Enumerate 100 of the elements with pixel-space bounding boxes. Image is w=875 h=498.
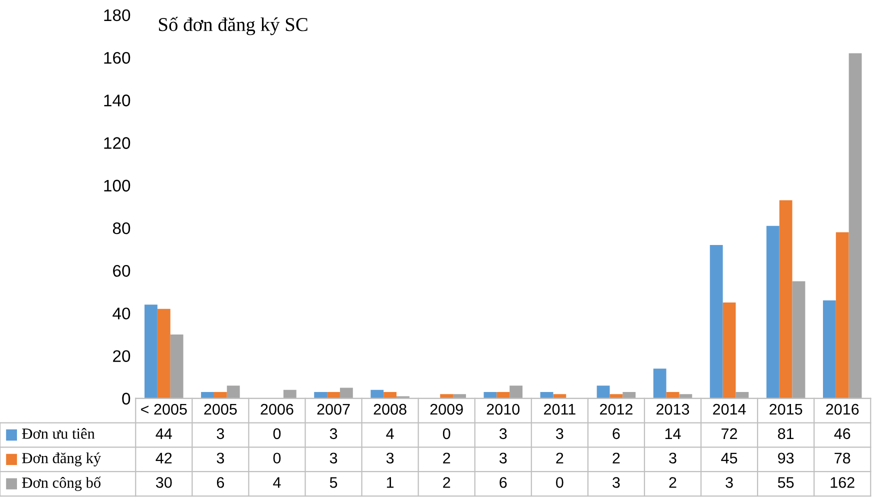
bar xyxy=(484,392,497,398)
data-label: 46 xyxy=(834,428,850,440)
bar xyxy=(722,302,736,398)
data-label: 0 xyxy=(273,452,281,464)
y-tick-label: 160 xyxy=(104,52,130,64)
bar xyxy=(836,232,849,398)
legend-label: Đơn công bố xyxy=(22,476,101,491)
data-label: 1 xyxy=(386,477,394,488)
y-tick-label: 180 xyxy=(104,9,130,22)
x-tick-label: < 2005 xyxy=(141,404,187,415)
y-tick-label: 120 xyxy=(104,137,130,149)
bar xyxy=(779,200,792,398)
data-label: 2 xyxy=(443,452,450,464)
data-label: 45 xyxy=(721,452,738,464)
x-tick-label: 2013 xyxy=(656,404,690,415)
data-label: 6 xyxy=(216,477,224,488)
bar xyxy=(736,392,749,398)
y-tick-label: 0 xyxy=(122,392,130,405)
bar xyxy=(226,386,240,398)
bar xyxy=(653,368,666,398)
data-label: 0 xyxy=(556,477,564,488)
x-tick-label: 2010 xyxy=(486,404,520,415)
data-label: 0 xyxy=(442,428,450,440)
x-tick-label: 2005 xyxy=(204,404,237,415)
data-label: 5 xyxy=(330,477,338,488)
bar xyxy=(340,388,353,398)
data-label: 2 xyxy=(612,452,620,464)
data-label: 55 xyxy=(778,477,794,488)
legend-label: Đơn ưu tiên xyxy=(22,428,95,439)
data-label: 3 xyxy=(556,428,564,440)
bar xyxy=(510,386,523,398)
bar xyxy=(496,392,510,398)
data-label: 3 xyxy=(669,452,676,464)
x-tick-label: 2015 xyxy=(770,404,802,415)
data-label: 3 xyxy=(216,452,224,464)
bar xyxy=(453,394,466,398)
bar xyxy=(540,392,554,398)
data-label: 3 xyxy=(216,428,224,440)
bar xyxy=(440,394,454,398)
data-label: 6 xyxy=(612,428,620,440)
x-tick-label: 2007 xyxy=(317,404,350,415)
y-tick-label: 40 xyxy=(112,308,130,320)
y-tick-label: 20 xyxy=(113,350,130,362)
data-label: 2 xyxy=(556,452,564,464)
bar xyxy=(157,308,170,398)
x-tick-label: 2008 xyxy=(374,404,406,415)
bar xyxy=(170,334,184,398)
data-label: 93 xyxy=(778,452,794,464)
data-label: 44 xyxy=(156,428,172,439)
data-label: 4 xyxy=(273,477,281,488)
x-tick-label: 2014 xyxy=(713,404,746,415)
data-label: 72 xyxy=(722,428,738,439)
data-label: 3 xyxy=(726,477,733,488)
bar xyxy=(283,390,296,398)
data-label: 2 xyxy=(443,477,450,488)
x-tick-label: 2006 xyxy=(260,404,294,415)
bar xyxy=(822,300,836,398)
bar xyxy=(679,394,692,398)
y-tick-label: 80 xyxy=(112,222,130,234)
y-tick-label: 140 xyxy=(104,94,130,106)
data-label: 162 xyxy=(830,477,854,488)
data-label: 6 xyxy=(500,477,507,488)
bar xyxy=(792,281,806,398)
data-label: 3 xyxy=(612,477,620,488)
data-label: 2 xyxy=(669,477,676,488)
x-tick-label: 2011 xyxy=(544,404,576,415)
data-label: 3 xyxy=(330,452,338,464)
data-label: 4 xyxy=(386,428,394,439)
data-label: 30 xyxy=(156,477,172,488)
data-label: 0 xyxy=(273,428,281,440)
x-tick-label: 2016 xyxy=(826,404,859,415)
bar xyxy=(610,394,623,398)
bar xyxy=(553,394,566,398)
data-label: 14 xyxy=(665,428,681,439)
bar xyxy=(327,392,340,398)
bar xyxy=(666,392,680,398)
y-tick-label: 100 xyxy=(104,180,130,192)
bar xyxy=(766,226,780,398)
chart-title: Số đơn đăng ký SC xyxy=(158,16,308,36)
bar xyxy=(201,392,214,398)
data-label: 3 xyxy=(499,452,507,464)
bar xyxy=(370,390,384,398)
bar xyxy=(622,392,636,398)
x-tick-label: 2009 xyxy=(430,404,463,415)
y-tick-label: 60 xyxy=(113,264,130,277)
data-label: 3 xyxy=(499,428,507,440)
data-label: 78 xyxy=(834,452,850,464)
x-tick-label: 2012 xyxy=(600,404,632,415)
bar xyxy=(214,392,227,398)
data-label: 3 xyxy=(386,452,394,464)
bar xyxy=(710,245,723,398)
data-label: 42 xyxy=(156,452,172,464)
data-label: 81 xyxy=(778,428,794,440)
data-label: 3 xyxy=(330,428,338,440)
legend-label: Đơn đăng ký xyxy=(22,452,102,466)
bar xyxy=(314,392,328,398)
bar xyxy=(848,53,862,398)
bar xyxy=(596,386,610,398)
bar xyxy=(384,392,397,398)
bar xyxy=(144,304,158,398)
